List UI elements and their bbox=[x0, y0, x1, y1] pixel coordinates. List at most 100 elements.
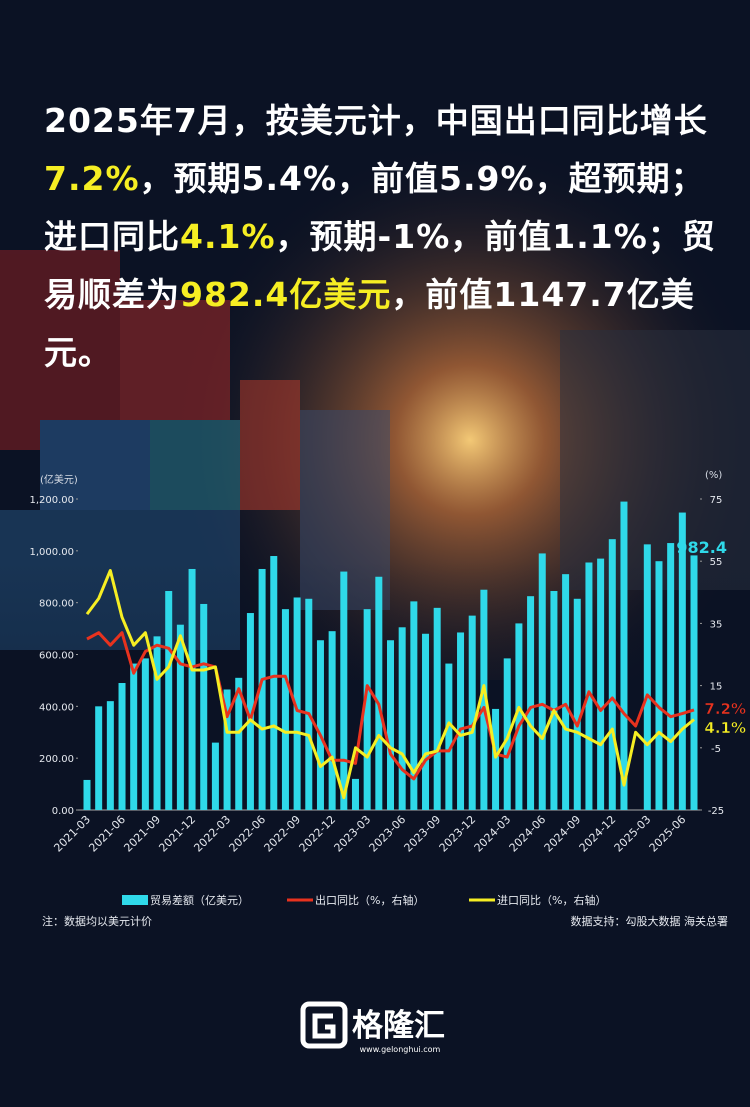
legend-label: 进口同比（%，右轴） bbox=[497, 893, 606, 907]
y2-tick-label: 55 bbox=[710, 557, 723, 568]
bar bbox=[445, 663, 453, 810]
y-tick-label: 400.00 bbox=[39, 702, 74, 713]
x-tick-label: 2021-12 bbox=[156, 813, 198, 855]
x-tick-label: 2024-06 bbox=[507, 813, 549, 855]
x-tick-label: 2025-06 bbox=[647, 813, 689, 855]
source: 数据支持：勾股大数据 海关总署 bbox=[571, 914, 729, 928]
y-tick-label: 600.00 bbox=[39, 651, 74, 662]
bar bbox=[270, 556, 278, 810]
x-tick-label: 2022-09 bbox=[262, 813, 304, 855]
bar bbox=[258, 568, 266, 810]
legend-label: 贸易差额（亿美元） bbox=[150, 893, 249, 907]
bar bbox=[387, 640, 394, 810]
bar bbox=[562, 574, 570, 810]
y-tick-label: 1,200.00 bbox=[29, 495, 74, 506]
bar bbox=[538, 553, 546, 810]
bar bbox=[608, 539, 616, 810]
bar bbox=[457, 632, 465, 810]
x-tick-label: 2021-09 bbox=[121, 813, 163, 855]
x-tick-label: 2023-12 bbox=[437, 813, 479, 855]
logo-icon bbox=[300, 1001, 348, 1049]
bar bbox=[643, 544, 651, 810]
headline-segment: 982.4亿美元 bbox=[180, 275, 392, 314]
x-tick-label: 2025-03 bbox=[612, 813, 654, 855]
x-tick-label: 2021-03 bbox=[51, 813, 93, 855]
x-tick-label: 2024-03 bbox=[472, 813, 514, 855]
bar bbox=[550, 591, 558, 810]
y2-tick-label: -25 bbox=[708, 806, 724, 817]
x-tick-label: 2021-06 bbox=[86, 813, 128, 855]
bar bbox=[667, 543, 675, 810]
bar bbox=[165, 591, 173, 810]
bar bbox=[83, 779, 91, 810]
line-end-label: 7.2% bbox=[704, 700, 746, 718]
legend-label: 出口同比（%，右轴） bbox=[315, 893, 424, 907]
bar bbox=[480, 589, 488, 810]
bar bbox=[597, 558, 605, 810]
bar bbox=[188, 568, 196, 810]
x-tick-label: 2023-09 bbox=[402, 813, 444, 855]
bar bbox=[527, 596, 535, 810]
headline-segment: ，预期5.4%，前值5.9%，超预期；进口同比 bbox=[44, 159, 705, 256]
bar bbox=[316, 640, 324, 810]
bar bbox=[118, 683, 126, 810]
bar bbox=[176, 624, 184, 810]
bar bbox=[678, 512, 686, 810]
headline-segment: 7.2% bbox=[44, 159, 140, 198]
logo-url: www.gelonghui.com bbox=[360, 1045, 441, 1054]
y2-tick-label: -5 bbox=[711, 744, 721, 755]
bar bbox=[375, 576, 383, 810]
bar bbox=[620, 501, 628, 810]
bar bbox=[398, 627, 406, 810]
headline-segment: 4.1% bbox=[180, 217, 276, 256]
bar bbox=[211, 742, 219, 810]
bar bbox=[235, 677, 243, 810]
bar bbox=[223, 689, 231, 810]
bar bbox=[153, 636, 161, 810]
bar bbox=[281, 609, 289, 810]
bar bbox=[351, 778, 359, 810]
headline: 2025年7月，按美元计，中国出口同比增长 7.2%，预期5.4%，前值5.9%，… bbox=[44, 92, 724, 382]
y-tick-label: 800.00 bbox=[39, 599, 74, 610]
line-end-label: 4.1% bbox=[704, 719, 746, 737]
bar bbox=[293, 597, 301, 810]
x-tick-label: 2023-06 bbox=[367, 813, 409, 855]
logo: 格隆汇 www.gelonghui.com bbox=[300, 1001, 445, 1054]
note: 注：数据均以美元计价 bbox=[42, 914, 152, 928]
x-tick-label: 2024-09 bbox=[542, 813, 584, 855]
legend-swatch bbox=[122, 895, 148, 905]
headline-segment: 2025年7月，按美元计，中国出口同比增长 bbox=[44, 101, 708, 140]
y-tick-label: 0.00 bbox=[52, 806, 74, 817]
bar bbox=[573, 598, 581, 810]
logo-name: 格隆汇 bbox=[352, 1008, 445, 1044]
bar bbox=[492, 708, 500, 810]
bar bbox=[410, 601, 418, 810]
bar-end-label: 982.4 bbox=[676, 538, 727, 557]
x-tick-label: 2024-12 bbox=[577, 813, 619, 855]
bar bbox=[200, 603, 208, 810]
bar bbox=[328, 631, 336, 810]
bar bbox=[585, 562, 593, 810]
y2-tick-label: 75 bbox=[710, 495, 723, 506]
bar bbox=[246, 613, 254, 810]
bar bbox=[95, 706, 103, 810]
bar bbox=[422, 633, 430, 810]
x-tick-label: 2023-03 bbox=[332, 813, 374, 855]
line bbox=[85, 569, 695, 800]
bar bbox=[130, 663, 138, 810]
bar bbox=[340, 571, 348, 810]
bar bbox=[690, 555, 698, 810]
line bbox=[86, 631, 695, 781]
y2-tick-label: 15 bbox=[710, 682, 723, 693]
y-tick-label: 1,000.00 bbox=[29, 547, 74, 558]
bar bbox=[468, 615, 476, 810]
y-axis-label: (亿美元) bbox=[40, 473, 78, 486]
y-tick-label: 200.00 bbox=[39, 754, 74, 765]
bar bbox=[363, 609, 371, 810]
y2-axis-label: (%) bbox=[705, 470, 722, 481]
headline-segment: ，预期-1%，前值1.1%；贸易顺差为 bbox=[44, 217, 716, 314]
bar bbox=[515, 623, 523, 810]
bar bbox=[433, 607, 441, 810]
